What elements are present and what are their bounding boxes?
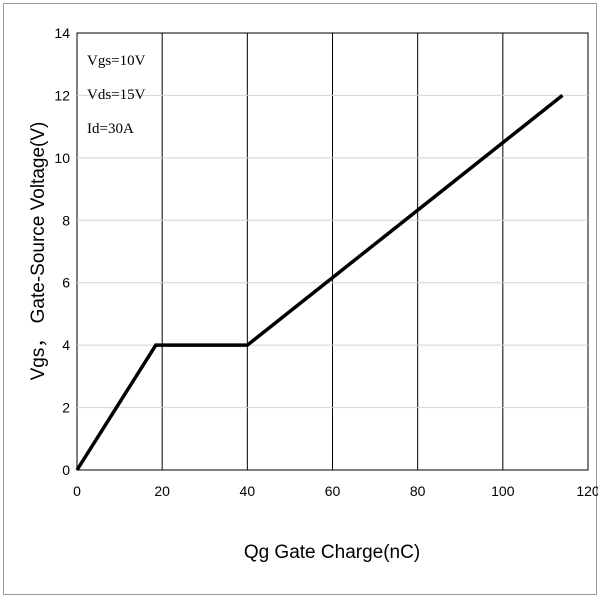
series-line-0 — [75, 94, 564, 471]
y-tick-label: 2 — [62, 400, 70, 416]
y-tick-label: 12 — [54, 87, 70, 103]
y-tick-label: 10 — [54, 150, 70, 166]
y-tick-label: 14 — [54, 25, 70, 41]
annotation-text: Vgs=10V — [87, 53, 146, 69]
x-tick-label: 120 — [576, 483, 598, 499]
x-tick-label: 80 — [410, 483, 426, 499]
y-tick-label: 8 — [62, 212, 70, 228]
annotation-text: Vds=15V — [87, 87, 146, 103]
y-tick-label: 6 — [62, 275, 70, 291]
x-tick-label: 60 — [325, 483, 341, 499]
x-tick-labels: 0 20 40 60 80 100 120 — [73, 483, 598, 499]
annotation-group: Vgs=10V Vds=15V Id=30A — [87, 53, 146, 137]
x-tick-label: 0 — [73, 483, 81, 499]
y-tick-labels: 0 2 4 6 8 10 12 14 — [54, 25, 70, 478]
series-group — [75, 94, 564, 471]
x-tick-label: 40 — [240, 483, 256, 499]
x-axis-label: Qg Gate Charge(nC) — [244, 542, 420, 563]
grid-lines — [77, 33, 588, 470]
x-tick-label: 100 — [491, 483, 515, 499]
chart-frame: 0 20 40 60 80 100 120 0 2 4 6 8 10 12 14 Vgs=10V Vds=1… — [3, 3, 598, 595]
y-tick-label: 4 — [62, 337, 70, 353]
annotation-text: Id=30A — [87, 121, 134, 137]
x-tick-label: 20 — [154, 483, 170, 499]
gate-charge-chart: 0 20 40 60 80 100 120 0 2 4 6 8 10 12 14 Vgs=10V Vds=1… — [28, 25, 598, 563]
y-axis-label: Vgs， Gate-Source Voltage(V) — [28, 122, 49, 381]
y-tick-label: 0 — [62, 462, 70, 478]
